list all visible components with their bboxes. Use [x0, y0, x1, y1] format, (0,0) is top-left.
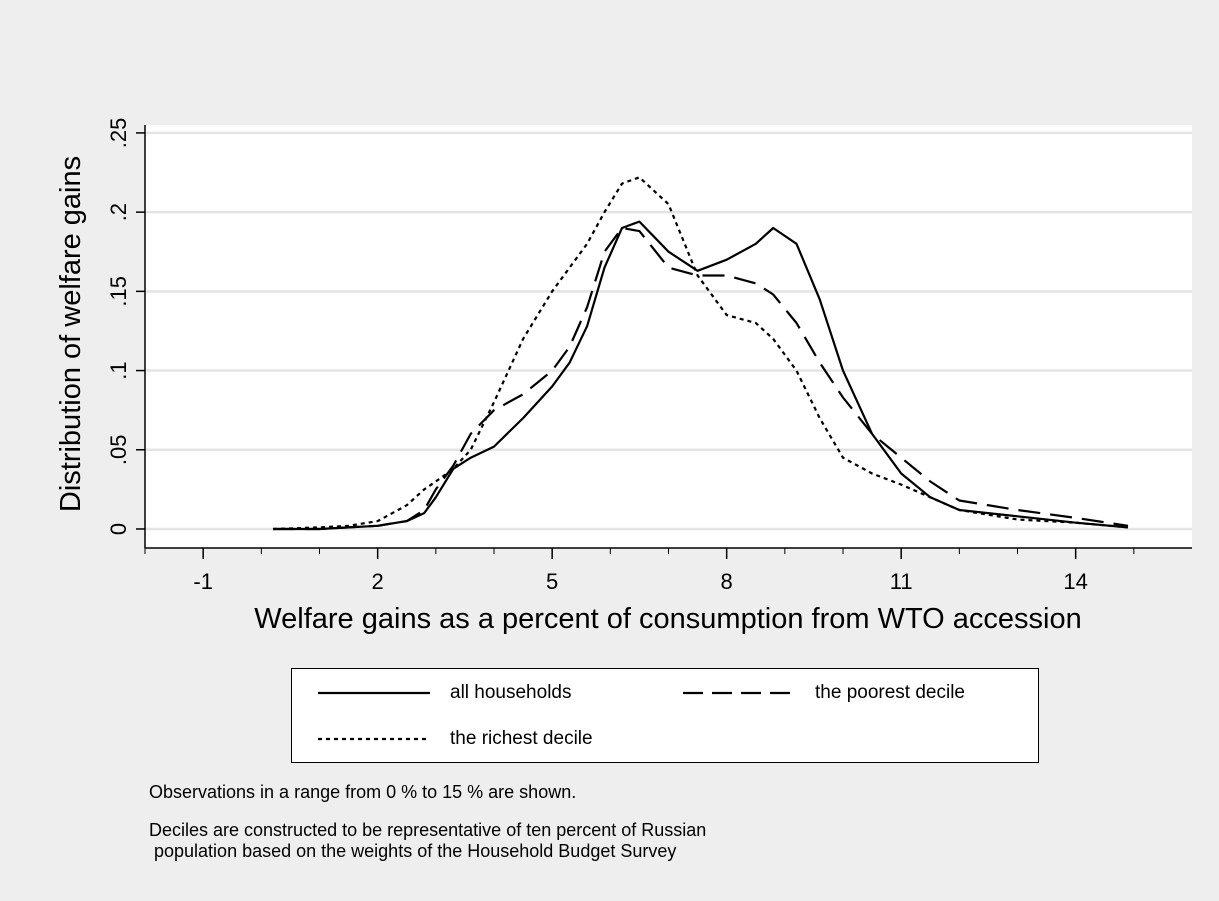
note-deciles-line2: population based on the weights of the H…: [149, 841, 677, 861]
axes: 0 .05 .1 .15 .2 .25 -1 2 5 8 11 14: [106, 118, 1192, 594]
y-tick-label: .1: [106, 361, 131, 379]
legend-swatch-dash: [683, 691, 795, 695]
y-tick-label: .15: [106, 276, 131, 307]
series-line-solid: [273, 220, 1129, 531]
legend-swatch-solid: [318, 691, 430, 695]
legend: all households the poorest decile the ri…: [291, 668, 1039, 763]
y-tick-label: .2: [106, 203, 131, 221]
x-tick-label: -1: [193, 569, 213, 594]
note-deciles-line1: Deciles are constructed to be representa…: [149, 820, 707, 840]
legend-item-all-households: all households: [318, 679, 571, 707]
x-tick-label: 2: [372, 569, 384, 594]
series-lines: [272, 176, 1129, 531]
legend-label: the richest decile: [450, 728, 593, 749]
y-axis-title: Distribution of welfare gains: [55, 156, 87, 512]
x-tick-label: 14: [1063, 569, 1087, 594]
legend-item-poorest-decile: the poorest decile: [683, 679, 965, 707]
legend-label: the poorest decile: [815, 682, 965, 703]
grid-lines: [145, 131, 1192, 531]
note-range: Observations in a range from 0 % to 15 %…: [149, 782, 577, 802]
y-tick-label: 0: [106, 523, 131, 535]
series-line-dot: [272, 176, 1129, 531]
series-line-dash: [273, 226, 1129, 531]
x-tick-label: 11: [890, 569, 913, 594]
legend-swatch-dot: [318, 737, 430, 741]
plot-area: [145, 125, 1192, 548]
y-tick-label: .05: [106, 434, 131, 465]
y-tick-label: .25: [106, 118, 131, 149]
x-axis-title: Welfare gains as a percent of consumptio…: [254, 603, 1081, 635]
x-tick-label: 8: [721, 569, 733, 594]
x-tick-label: 5: [546, 569, 558, 594]
legend-item-richest-decile: the richest decile: [318, 725, 593, 753]
legend-label: all households: [450, 682, 572, 703]
